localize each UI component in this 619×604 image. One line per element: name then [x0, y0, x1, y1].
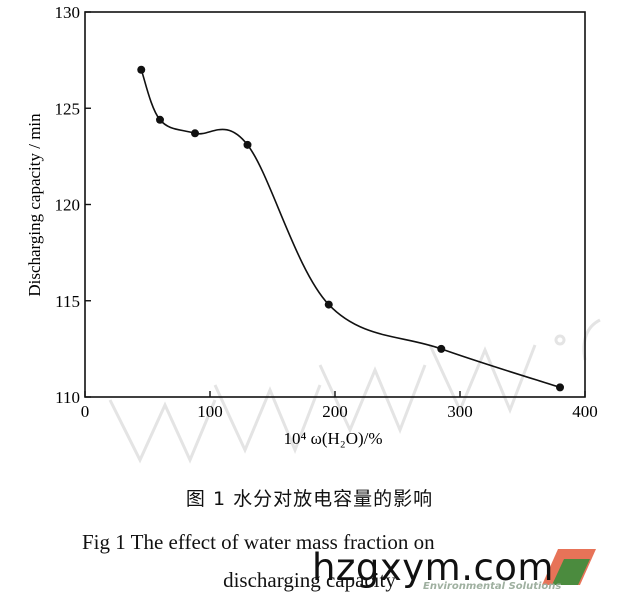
y-tick-label: 120 — [55, 196, 81, 215]
data-point — [243, 140, 252, 149]
watermark-logo-icon — [542, 549, 596, 585]
data-point — [556, 383, 564, 392]
y-tick-label: 115 — [55, 292, 80, 311]
data-point — [191, 129, 199, 138]
data-point — [156, 115, 164, 124]
data-point — [137, 65, 146, 74]
watermark-subtext: Environmental Solutions — [423, 581, 562, 592]
y-axis-label: Discharging capacity / min — [25, 113, 44, 297]
background-watermark — [108, 318, 601, 464]
data-point — [324, 300, 333, 309]
watermark-text: hzgxym.com — [312, 546, 554, 589]
x-tick-label: 0 — [81, 402, 90, 421]
x-axis-label: 10⁴ ω(H₂O)/% — [283, 429, 382, 448]
x-tick-label: 300 — [447, 402, 473, 421]
y-tick-label: 130 — [55, 3, 81, 22]
y-tick-label: 110 — [55, 388, 80, 407]
caption-english-line1: Fig 1 The effect of water mass fraction … — [82, 530, 435, 554]
caption-chinese: 图 1 水分对放电容量的影响 — [185, 488, 434, 510]
plot-frame — [84, 11, 586, 398]
chart: 110 115 120 125 130 0 100 200 300 400 Dischargin… — [25, 3, 601, 464]
data-point — [437, 344, 446, 353]
caption-english-line2: discharging capacity — [223, 568, 396, 592]
y-tick-label: 125 — [55, 99, 81, 118]
x-tick-label: 100 — [197, 402, 223, 421]
x-tick-label: 200 — [322, 402, 348, 421]
x-tick-label: 400 — [572, 402, 598, 421]
data-curve — [140, 69, 561, 389]
